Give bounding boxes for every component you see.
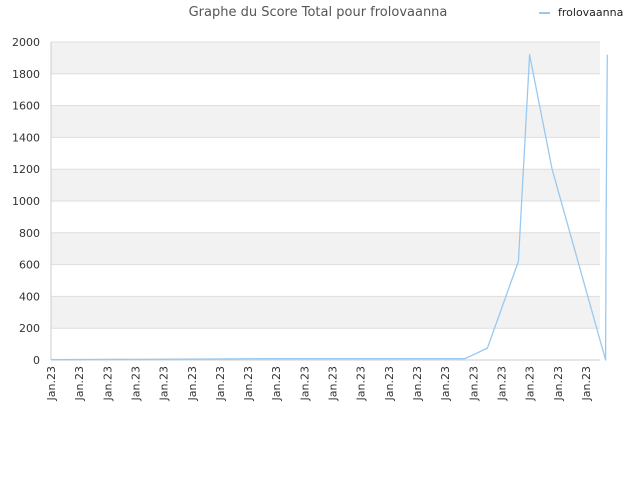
gridlines <box>50 41 600 361</box>
x-tick-label: Jan.23 <box>129 366 142 401</box>
grid-band <box>51 105 600 138</box>
x-tick-label: Jan.23 <box>298 366 311 401</box>
y-tick-label: 1800 <box>12 68 40 81</box>
y-tick-label: 400 <box>19 290 40 303</box>
y-axis: 0 200 400 600 800 1000 1200 1400 1600 1800 2000 <box>12 36 40 367</box>
x-tick-label: Jan.23 <box>580 366 593 401</box>
x-tick-label: Jan.23 <box>101 366 114 401</box>
y-tick-label: 800 <box>19 227 40 240</box>
y-tick-label: 0 <box>33 354 40 367</box>
grid-bands <box>51 42 600 329</box>
x-tick-label: Jan.23 <box>411 366 424 401</box>
y-tick-label: 200 <box>19 322 40 335</box>
y-tick-label: 1400 <box>12 131 40 144</box>
x-tick-label: Jan.23 <box>158 366 171 401</box>
x-tick-label: Jan.23 <box>439 366 452 401</box>
x-tick-label: Jan.23 <box>552 366 565 401</box>
x-tick-label: Jan.23 <box>524 366 537 401</box>
series-layer <box>50 54 608 361</box>
x-tick-label: Jan.23 <box>327 366 340 401</box>
x-tick-label: Jan.23 <box>270 366 283 401</box>
series-line <box>50 54 608 361</box>
x-tick-label: Jan.23 <box>214 366 227 401</box>
legend-label: frolovaanna <box>558 6 623 19</box>
x-tick-label: Jan.23 <box>383 366 396 401</box>
grid-band <box>51 42 600 74</box>
x-tick-label: Jan.23 <box>45 366 58 401</box>
x-axis: Jan.23 Jan.23 Jan.23 Jan.23 Jan.23 Jan.23 Jan.… <box>45 366 593 401</box>
x-tick-label: Jan.23 <box>186 366 199 401</box>
grid-band <box>51 232 600 265</box>
x-tick-label: Jan.23 <box>73 366 86 401</box>
y-tick-label: 2000 <box>12 36 40 49</box>
legend: frolovaanna <box>539 6 623 19</box>
x-tick-label: Jan.23 <box>355 366 368 401</box>
y-tick-label: 1200 <box>12 163 40 176</box>
y-tick-label: 1600 <box>12 100 40 113</box>
x-tick-label: Jan.23 <box>242 366 255 401</box>
chart-title: Graphe du Score Total pour frolovaanna <box>189 5 448 20</box>
grid-band <box>51 296 600 329</box>
x-tick-label: Jan.23 <box>495 366 508 401</box>
grid-band <box>51 169 600 201</box>
y-tick-label: 1000 <box>12 195 40 208</box>
x-tick-label: Jan.23 <box>467 366 480 401</box>
y-tick-label: 600 <box>19 259 40 272</box>
